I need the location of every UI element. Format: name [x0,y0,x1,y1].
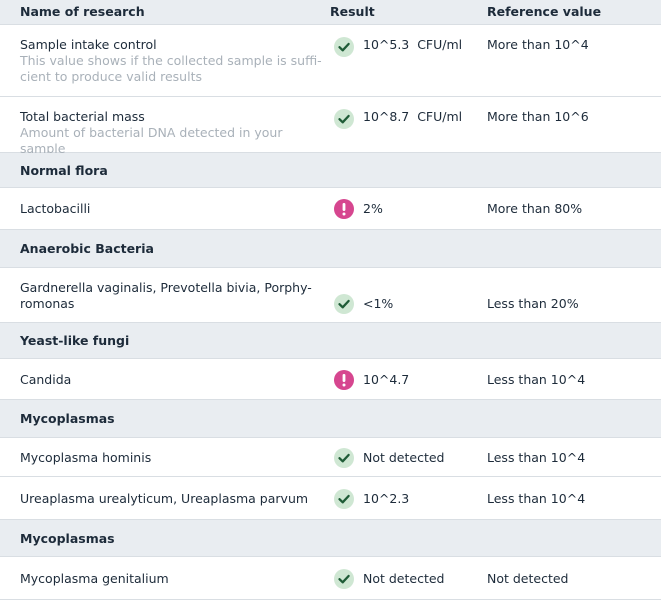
name-cell: Sample intake control This value shows if… [20,37,330,85]
name-cell: Anaerobic Bacteria [20,241,330,257]
name-cell: Gardnerella vaginalis, Prevotella bivia,… [20,280,330,312]
description-text: cient to produce valid results [20,69,202,84]
name-text: Sample intake control [20,37,157,52]
result-text: 10^8.7 CFU/ml [363,109,463,124]
section-row: Normal flora [0,153,661,188]
check-icon [334,489,354,509]
reference-text: More than 10^6 [487,109,589,124]
result-row: Sample intake control This value shows if… [0,25,661,97]
description-text: This value shows if the collected sample… [20,53,322,68]
check-icon [334,37,354,57]
reference-text: Less than 10^4 [487,491,586,506]
check-icon [334,448,354,468]
name-text: Lactobacilli [20,201,91,216]
result-text: 10^4.7 [363,372,410,387]
result-text: 10^5.3 CFU/ml [363,37,463,52]
name-text: Mycoplasmas [20,411,115,426]
reference-text: More than 80% [487,201,583,216]
check-icon [334,109,354,129]
section-row: Yeast-like fungi [0,323,661,359]
name-text: Ureaplasma urealyticum, Ureaplasma parvu… [20,491,309,506]
header-row: Name of research Result Reference value [0,0,661,25]
warning-icon [334,370,354,390]
name-cell: Total bacterial mass Amount of bacterial … [20,109,330,157]
name-text: Normal flora [20,163,108,178]
section-row: Mycoplasmas [0,520,661,557]
name-cell: Mycoplasma genitalium [20,571,330,587]
result-text: <1% [363,296,394,311]
header-cell: Result [330,4,375,19]
check-icon [334,569,354,589]
name-text: Mycoplasmas [20,531,115,546]
result-row: Total bacterial mass Amount of bacterial … [0,97,661,156]
result-text: 2% [363,201,383,216]
reference-text: Less than 10^4 [487,450,586,465]
name-cell: Mycoplasmas [20,531,330,547]
reference-text: Less than 20% [487,296,579,311]
result-row: Mycoplasma hominis Not detected Less than … [0,438,661,477]
name-text: Mycoplasma genitalium [20,571,169,586]
name-text: Anaerobic Bacteria [20,241,154,256]
name-text: Yeast-like fungi [20,333,130,348]
result-row: Mycoplasma genitalium Not detected Not det… [0,557,661,600]
name-cell: Yeast-like fungi [20,333,330,349]
result-row: Gardnerella vaginalis, Prevotella bivia,… [0,268,661,323]
reference-text: Not detected [487,571,569,586]
name-text: Gardnerella vaginalis, Prevotella bivia,… [20,280,312,295]
result-row: Ureaplasma urealyticum, Ureaplasma parvu… [0,477,661,520]
name-cell: Normal flora [20,163,330,179]
result-row: Lactobacilli 2% More than 80% [0,188,661,230]
header-cell: Name of research [20,4,145,19]
name-text: romonas [20,296,75,311]
description-text: Amount of bacterial DNA detected in your… [20,125,283,156]
reference-text: Less than 10^4 [487,372,586,387]
result-text: Not detected [363,571,445,586]
result-row: Candida 10^4.7 Less than 10^4 [0,359,661,400]
result-text: 10^2.3 [363,491,410,506]
warning-icon [334,199,354,219]
check-icon [334,294,354,314]
name-text: Mycoplasma hominis [20,450,152,465]
name-text: Candida [20,372,72,387]
result-text: Not detected [363,450,445,465]
name-text: Total bacterial mass [20,109,145,124]
name-cell: Candida [20,372,330,388]
name-cell: Mycoplasma hominis [20,450,330,466]
section-row: Mycoplasmas [0,400,661,438]
header-cell: Reference value [487,4,602,19]
name-cell: Ureaplasma urealyticum, Ureaplasma parvu… [20,491,330,507]
reference-text: More than 10^4 [487,37,589,52]
name-cell: Mycoplasmas [20,411,330,427]
name-cell: Lactobacilli [20,201,330,217]
section-row: Anaerobic Bacteria [0,230,661,268]
